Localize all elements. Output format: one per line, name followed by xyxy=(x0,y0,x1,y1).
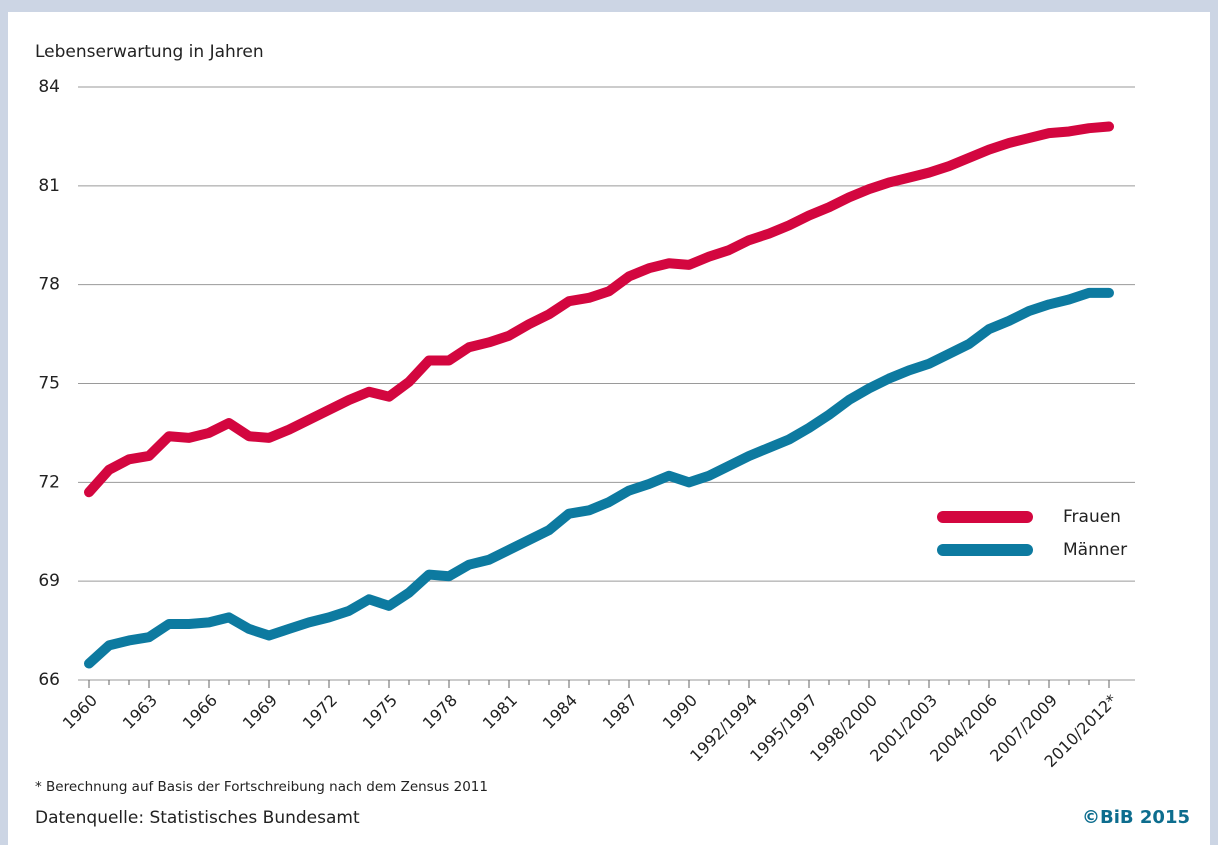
legend-label: Männer xyxy=(1063,540,1127,560)
y-tick-label: 81 xyxy=(38,176,60,196)
y-tick-label: 78 xyxy=(38,275,60,295)
line xyxy=(84,121,1114,498)
y-tick-label: 75 xyxy=(38,374,60,394)
y-tick-label: 66 xyxy=(38,670,60,690)
y-tick-label: 69 xyxy=(38,571,60,591)
source: Datenquelle: Statistisches Bundesamt xyxy=(35,808,360,828)
footnote: * Berechnung auf Basis der Fortschreibun… xyxy=(35,779,488,795)
line xyxy=(84,287,1114,669)
legend-label: Frauen xyxy=(1063,507,1121,527)
y-tick-label: 84 xyxy=(38,77,60,97)
y-tick-label: 72 xyxy=(38,472,60,492)
y-axis-label: Lebenserwartung in Jahren xyxy=(35,42,264,62)
copyright: ©BiB 2015 xyxy=(1082,807,1190,828)
